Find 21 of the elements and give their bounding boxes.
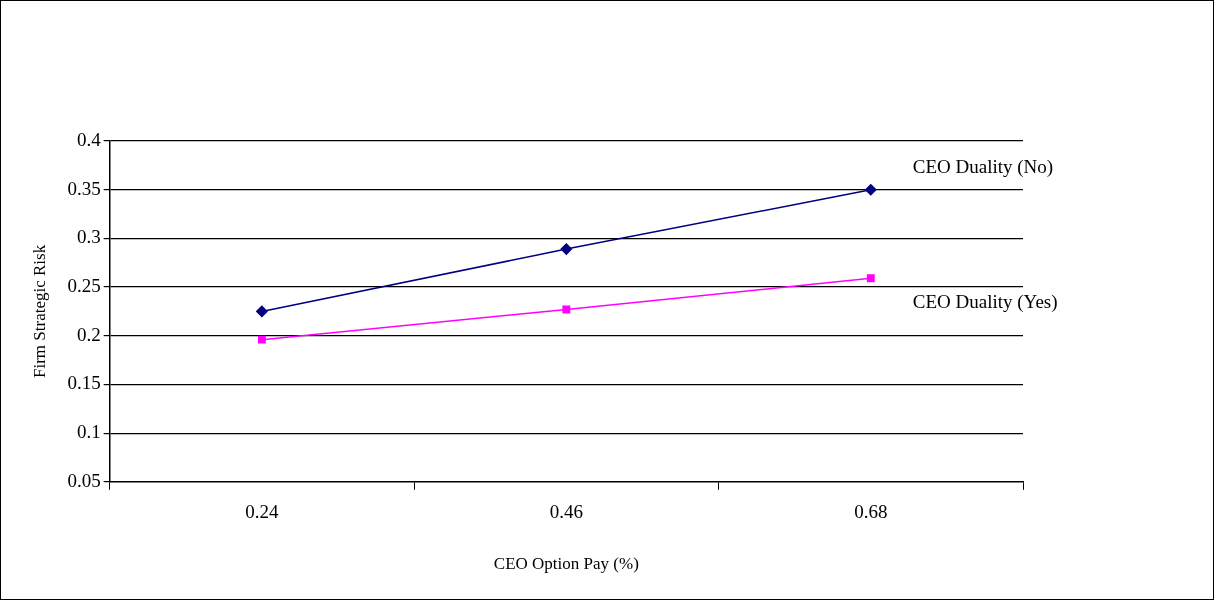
y-tick-label: 0.2: [76, 323, 101, 345]
y-tick-label: 0.25: [67, 275, 101, 297]
y-tick-label: 0.15: [67, 372, 101, 394]
x-tick-label: 0.68: [854, 501, 888, 523]
point: [256, 305, 268, 318]
text: CEO Duality (Yes): [912, 291, 1058, 314]
y-tick-label: 0.4: [76, 128, 102, 150]
x-axis-title: CEO Option Pay (%): [493, 554, 639, 574]
y-tick-label: 0.3: [76, 226, 101, 248]
point: [257, 335, 266, 344]
y-tick-label: 0.1: [76, 421, 101, 443]
text: CEO Duality (No): [912, 155, 1054, 178]
x-tick-label: 0.46: [549, 501, 583, 523]
point: [562, 305, 571, 314]
point: [866, 274, 875, 283]
y-axis-title: Firm Strategic Risk: [29, 244, 49, 378]
x-tick-label: 0.24: [245, 501, 279, 523]
point: [560, 243, 573, 255]
point: [865, 183, 877, 196]
y-tick-label: 0.05: [67, 469, 101, 491]
y-tick-label: 0.35: [67, 177, 101, 199]
